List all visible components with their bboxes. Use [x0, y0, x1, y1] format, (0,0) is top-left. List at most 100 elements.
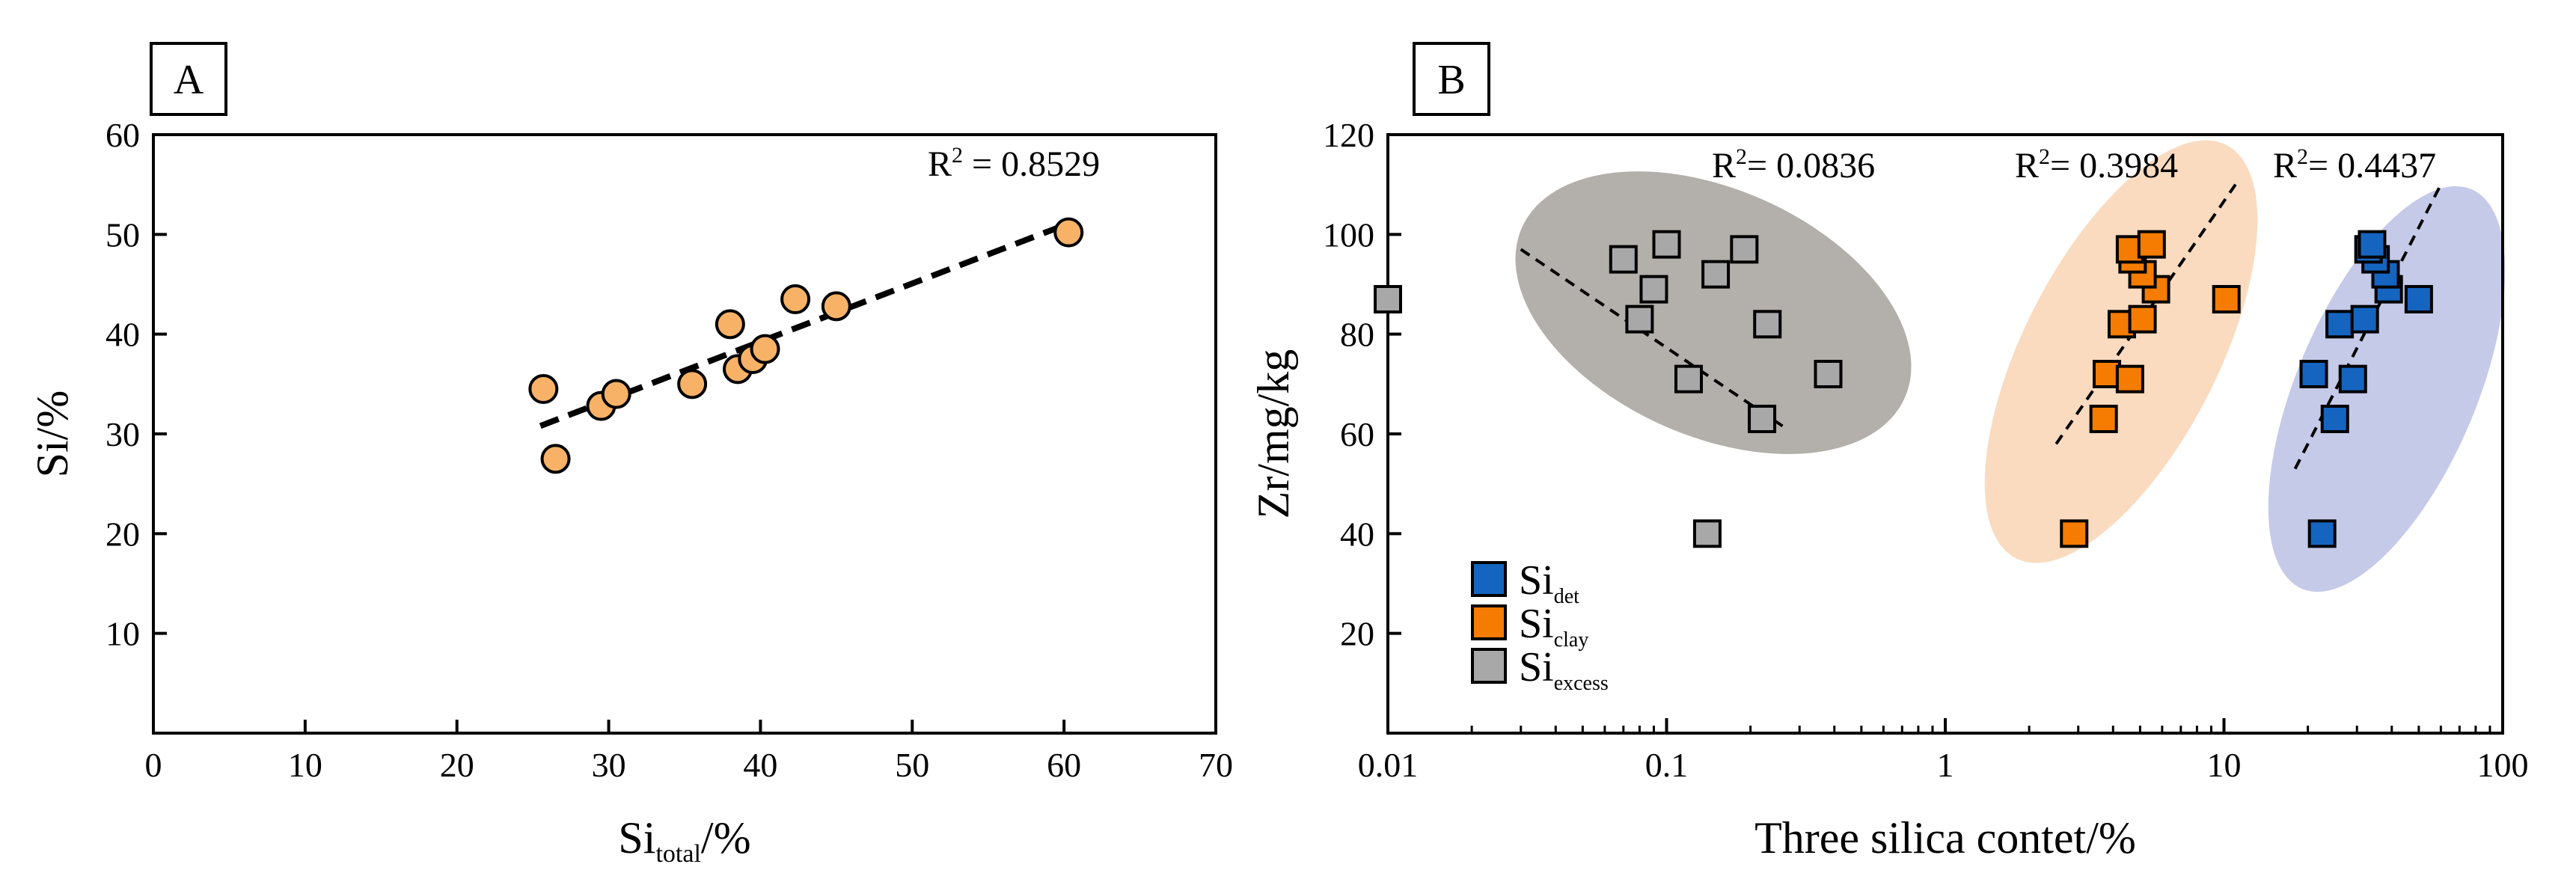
r2-annotation-si-clay: R2= 0.3984: [2015, 144, 2178, 186]
r2-annotation-si-excess: R2= 0.0836: [1712, 144, 1875, 186]
panel-b-x-tick-label: 10: [2207, 746, 2242, 784]
data-point-si-det: [2320, 405, 2349, 433]
legend-swatch-si-excess: [1471, 648, 1507, 684]
panel-a-x-tick-label: 60: [1047, 746, 1081, 784]
panel-a-data-point: [715, 309, 745, 340]
panel-a-x-tick-label: 30: [592, 746, 626, 784]
panel-a-label: A: [174, 57, 204, 103]
legend-sub-si-excess: excess: [1554, 672, 1609, 695]
data-point-si-det: [2299, 360, 2328, 388]
data-point-si-clay: [2212, 285, 2241, 313]
legend-label-si-det: Sidet: [1519, 557, 1579, 608]
data-point-si-det: [2307, 519, 2337, 548]
panel-a-label-box: [150, 42, 227, 116]
data-point-si-det: [2325, 310, 2355, 339]
data-point-si-clay: [2137, 230, 2166, 259]
panel-b-x-tick-label: 100: [2477, 746, 2529, 784]
ellipse-si-excess: [1515, 171, 1912, 454]
r2-annotation-si-det: R2= 0.4437: [2273, 144, 2436, 186]
r2-value-si-clay: = 0.3984: [2050, 146, 2178, 186]
panel-b-label-box: [1413, 42, 1490, 116]
panel-b-y-axis-title: Zr/mg/kg: [1249, 349, 1298, 519]
data-point-si-excess: [1674, 364, 1703, 393]
ellipse-si-det: [2268, 186, 2506, 592]
panel-a-y-tick-label: 20: [105, 515, 140, 553]
data-point-si-excess: [1748, 405, 1777, 433]
data-point-si-det: [2338, 364, 2367, 393]
data-point-si-excess: [1814, 360, 1843, 388]
panel-b-y-tick-label: 120: [1323, 116, 1374, 154]
data-point-si-excess: [1625, 304, 1654, 334]
data-point-si-excess: [1609, 245, 1638, 274]
panel-a-r2-sup: 2: [952, 143, 963, 168]
legend-sub-si-clay: clay: [1554, 628, 1589, 652]
panel-b-y-tick-label: 80: [1340, 316, 1374, 354]
legend-main-si-clay: Si: [1519, 601, 1554, 647]
panel-a-x-title-main: Si: [618, 813, 655, 863]
panel-b-x-axis: 0.01 0.1 1 10 100: [1358, 718, 2529, 784]
data-point-si-excess: [1753, 310, 1782, 339]
panel-a-x-title-suffix: /%: [701, 813, 751, 863]
panel-a-r2-value: = 0.8529: [963, 144, 1100, 184]
legend-swatch-si-det: [1471, 561, 1507, 597]
panel-a-y-tick-label: 10: [105, 615, 140, 653]
data-point-si-clay: [2128, 304, 2157, 334]
panel-a-y-axis: 10 20 30 40 50 60: [105, 116, 167, 653]
panel-a-points-layer: [528, 217, 1084, 474]
legend-label-si-excess: Siexcess: [1519, 644, 1609, 695]
panel-b-legend: Sidet Siclay Siexcess: [1471, 557, 1609, 695]
panel-a-data-point: [677, 369, 708, 399]
panel-b-x-tick-label: 0.1: [1645, 746, 1689, 784]
panel-b-x-tick-label: 1: [1937, 746, 1954, 784]
panel-a-y-tick-label: 50: [105, 215, 140, 254]
panel-b-y-tick-label: 20: [1340, 615, 1374, 653]
panel-a-data-point: [821, 291, 851, 322]
panel-a-x-tick-label: 70: [1199, 746, 1233, 784]
panel-b-y-tick-label: 100: [1323, 215, 1374, 254]
legend-main-si-excess: Si: [1519, 644, 1554, 690]
panel-b-y-tick-label: 60: [1340, 415, 1374, 453]
data-point-si-excess: [1652, 230, 1681, 259]
panel-a-x-axis-title: Sitotal/%: [618, 813, 750, 868]
panel-a-x-tick-label: 10: [288, 746, 322, 784]
r2-value-si-det: = 0.4437: [2308, 146, 2436, 186]
panel-b-label: B: [1437, 57, 1465, 103]
panel-a-r2-annotation: R2 = 0.8529: [928, 143, 1100, 184]
r2-sup-si-det: 2: [2297, 144, 2308, 169]
panel-b-y-axis: 20 40 60 80 100 120: [1323, 116, 1401, 653]
data-point-si-excess: [1639, 275, 1668, 304]
panel-a-data-point: [780, 284, 811, 314]
data-point-si-excess: [1701, 260, 1731, 289]
legend-sub-si-det: det: [1554, 585, 1579, 608]
data-point-si-det: [2358, 230, 2387, 259]
legend-label-si-clay: Siclay: [1519, 601, 1588, 652]
data-point-si-det: [2404, 285, 2433, 313]
panel-a-y-tick-label: 40: [105, 316, 140, 354]
panel-b-points-layer: [1374, 230, 2433, 548]
data-point-si-excess: [1374, 285, 1402, 313]
r2-sup-si-clay: 2: [2039, 144, 2050, 169]
data-point-si-excess: [1692, 519, 1722, 548]
panel-b-x-axis-title: Three silica contet/%: [1754, 813, 2136, 863]
r2-label-si-excess: R: [1712, 146, 1736, 186]
panel-a-x-tick-label: 0: [145, 746, 162, 784]
panel-a-x-axis: 0 10 20 30 40 50 60 70: [145, 720, 1233, 784]
data-point-si-clay: [2092, 360, 2121, 388]
panel-a-x-title-sub: total: [655, 840, 700, 868]
r2-value-si-excess: = 0.0836: [1747, 146, 1875, 186]
r2-label-si-clay: R: [2015, 146, 2039, 186]
panel-b-y-tick-label: 40: [1340, 515, 1374, 553]
legend-main-si-det: Si: [1519, 557, 1554, 604]
panel-a-data-point: [540, 444, 571, 474]
panel-a-x-tick-label: 50: [895, 746, 929, 784]
panel-a-x-tick-label: 40: [743, 746, 777, 784]
panel-a-y-tick-label: 30: [105, 415, 140, 453]
data-point-si-det: [2350, 304, 2379, 334]
panel-a-r2-label: R: [928, 144, 952, 184]
panel-a-data-point: [750, 334, 780, 364]
panel-b-x-tick-label: 0.01: [1358, 746, 1419, 784]
panel-a-data-point: [1053, 217, 1084, 248]
